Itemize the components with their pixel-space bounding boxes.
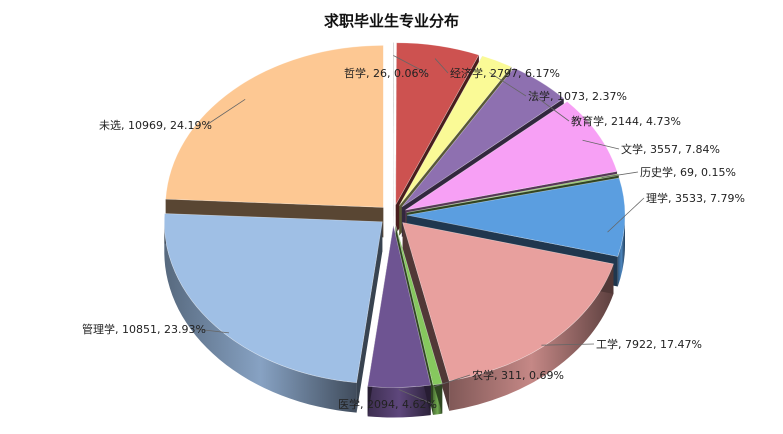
- pie-slice-side: [617, 215, 625, 287]
- data-label: 经济学, 2797, 6.17%: [450, 66, 560, 80]
- pie-slice-side: [367, 385, 431, 418]
- leader-line: [601, 171, 639, 179]
- pie-slice-side: [164, 221, 357, 413]
- leader-line: [607, 197, 645, 233]
- leader-line: [434, 374, 471, 387]
- chart-title: 求职毕业生专业分布: [323, 12, 459, 30]
- pie-slice-理学: [406, 177, 626, 257]
- data-label: 历史学, 69, 0.15%: [640, 165, 736, 179]
- pie-slice-文学: [405, 101, 618, 211]
- pie-slice-side: [449, 263, 614, 411]
- pie-slice-教育学: [401, 67, 565, 208]
- data-label: 法学, 1073, 2.37%: [528, 89, 627, 103]
- pie-slice-edge: [402, 222, 450, 411]
- leader-line: [489, 72, 527, 97]
- data-label: 工学, 7922, 17.47%: [596, 337, 702, 351]
- data-label: 医学, 2094, 4.62%: [338, 397, 437, 411]
- data-label: 理学, 3533, 7.79%: [646, 191, 745, 205]
- leader-line: [206, 99, 246, 126]
- data-label: 教育学, 2144, 4.73%: [571, 114, 681, 128]
- pie-slice-哲学: [392, 42, 395, 205]
- leader-line: [398, 389, 434, 405]
- leader-line: [582, 139, 620, 150]
- data-label: 管理学, 10851, 23.93%: [82, 322, 206, 336]
- leader-line: [195, 328, 230, 334]
- leader-line: [393, 55, 427, 74]
- pie-slice-edge: [356, 221, 383, 413]
- pie-slice-工学: [402, 222, 614, 382]
- pie-slice-管理学: [164, 213, 383, 383]
- leader-line: [541, 343, 595, 346]
- pie-slice-未选: [165, 45, 384, 208]
- pie-slice-经济学: [395, 42, 480, 205]
- data-label: 未选, 10969, 24.19%: [99, 119, 212, 132]
- pie-slice-法学: [399, 55, 512, 206]
- data-label: 农学, 311, 0.69%: [472, 368, 564, 382]
- leader-line: [434, 58, 449, 74]
- leader-line: [529, 91, 570, 122]
- data-label: 文学, 3557, 7.84%: [621, 142, 720, 156]
- data-label: 哲学, 26, 0.06%: [344, 66, 429, 80]
- pie-slice-医学: [367, 225, 432, 388]
